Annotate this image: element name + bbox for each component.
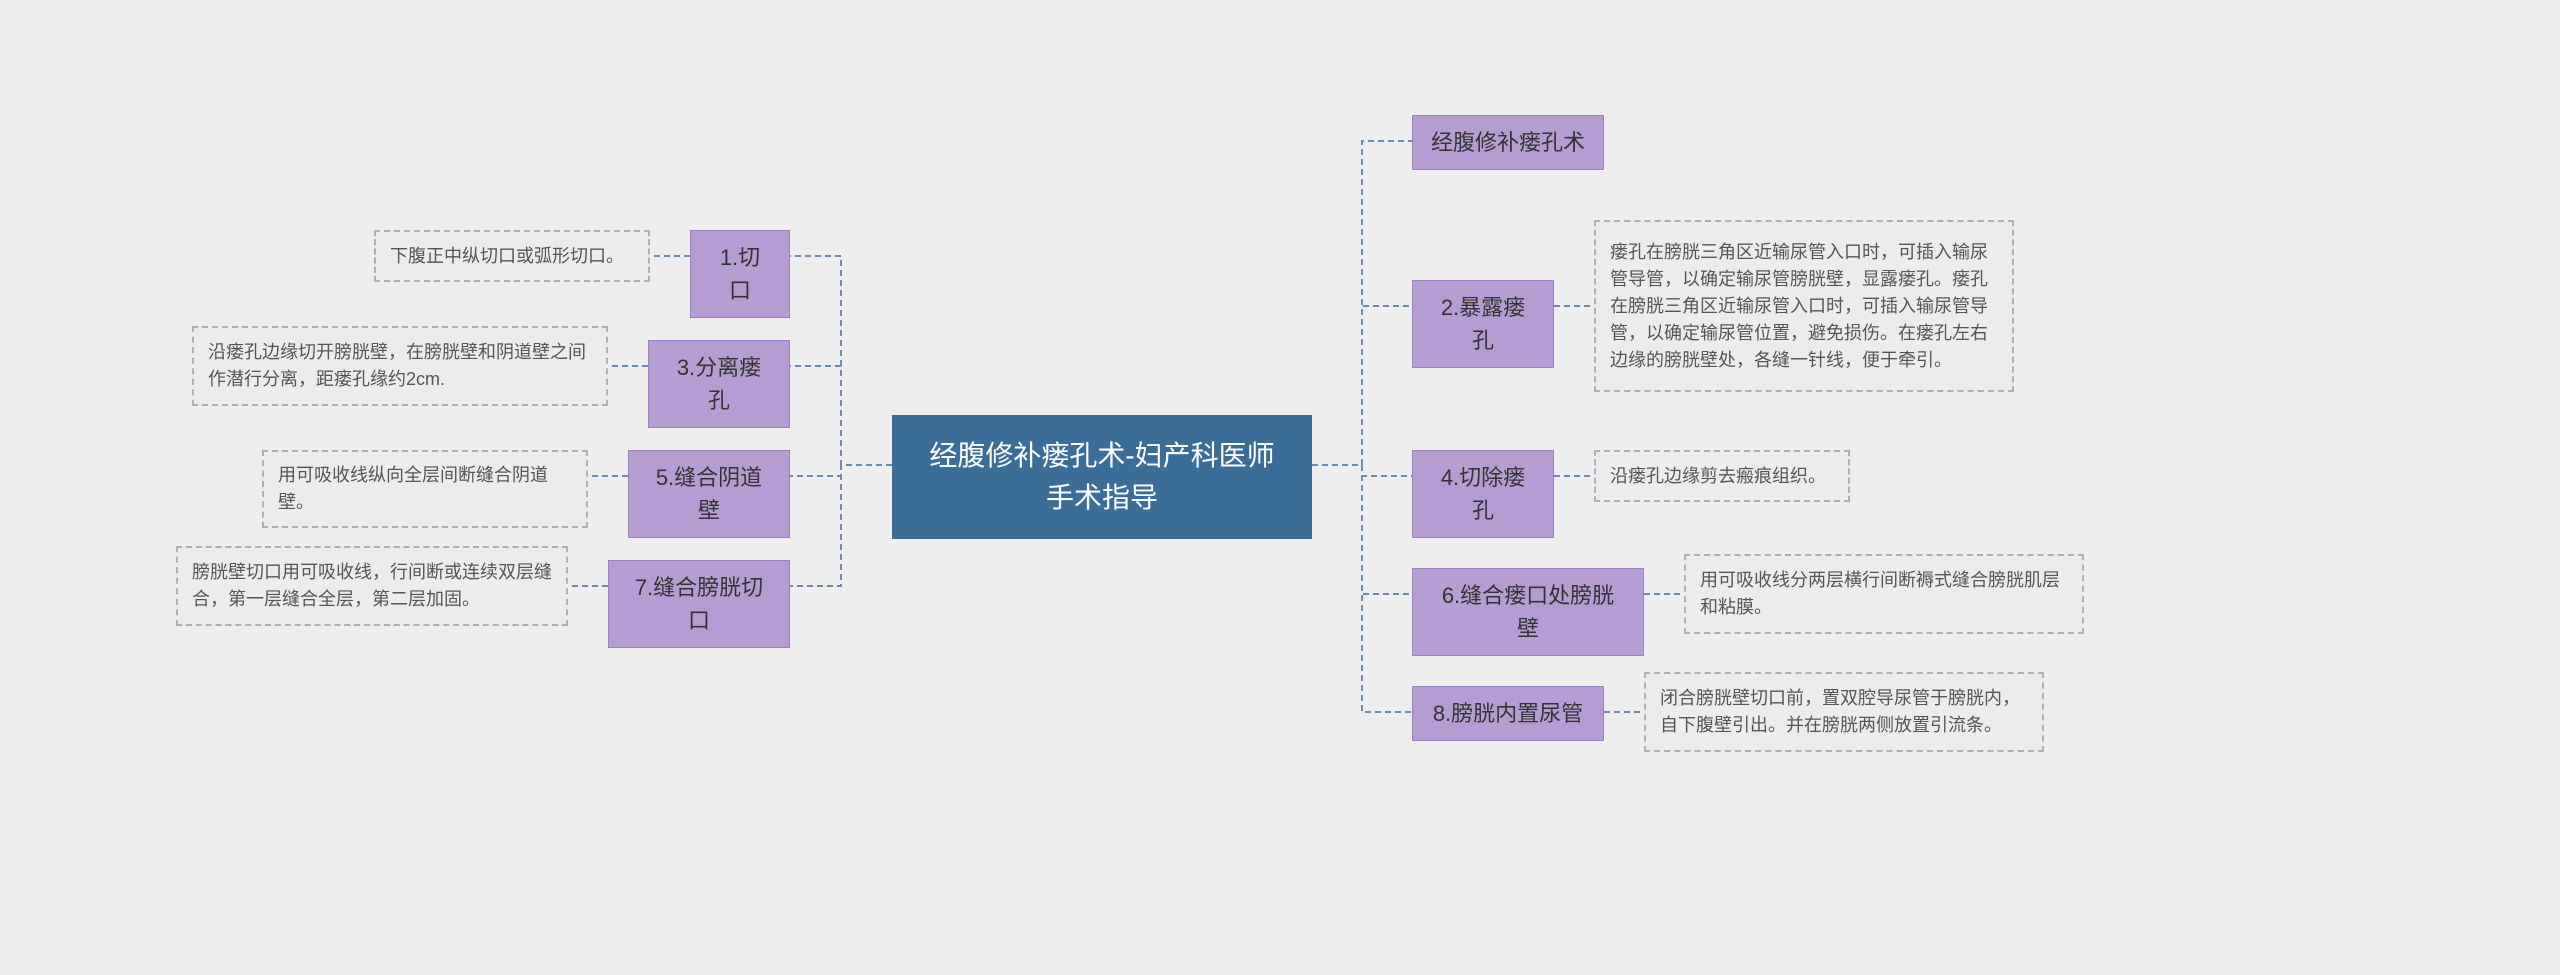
root-node-label: 经腹修补瘘孔术-妇产科医师手术指导 (922, 435, 1282, 519)
branch-b0: 经腹修补瘘孔术 (1412, 115, 1604, 170)
leaf-l1-label: 下腹正中纵切口或弧形切口。 (390, 243, 624, 270)
branch-b3-label: 3.分离瘘孔 (667, 351, 771, 417)
leaf-l2-label: 瘘孔在膀胱三角区近输尿管入口时，可插入输尿管导管，以确定输尿管膀胱壁，显露瘘孔。… (1610, 239, 1998, 374)
branch-b0-label: 经腹修补瘘孔术 (1431, 126, 1585, 159)
leaf-l5: 用可吸收线纵向全层间断缝合阴道壁。 (262, 450, 588, 528)
branch-b6-label: 6.缝合瘘口处膀胱壁 (1431, 579, 1625, 645)
branch-b5-label: 5.缝合阴道壁 (647, 461, 771, 527)
branch-b1-label: 1.切口 (709, 241, 771, 307)
branch-b7-label: 7.缝合膀胱切口 (627, 571, 771, 637)
branch-b3: 3.分离瘘孔 (648, 340, 790, 428)
leaf-l8-label: 闭合膀胱壁切口前，置双腔导尿管于膀胱内，自下腹壁引出。并在膀胱两侧放置引流条。 (1660, 685, 2028, 739)
leaf-l6: 用可吸收线分两层横行间断褥式缝合膀胱肌层和粘膜。 (1684, 554, 2084, 634)
leaf-l7-label: 膀胱壁切口用可吸收线，行间断或连续双层缝合，第一层缝合全层，第二层加固。 (192, 559, 552, 613)
leaf-l4: 沿瘘孔边缘剪去瘢痕组织。 (1594, 450, 1850, 502)
leaf-l3-label: 沿瘘孔边缘切开膀胱壁，在膀胱壁和阴道壁之间作潜行分离，距瘘孔缘约2cm. (208, 339, 592, 393)
leaf-l4-label: 沿瘘孔边缘剪去瘢痕组织。 (1610, 463, 1826, 490)
leaf-l8: 闭合膀胱壁切口前，置双腔导尿管于膀胱内，自下腹壁引出。并在膀胱两侧放置引流条。 (1644, 672, 2044, 752)
leaf-l6-label: 用可吸收线分两层横行间断褥式缝合膀胱肌层和粘膜。 (1700, 567, 2068, 621)
branch-b1: 1.切口 (690, 230, 790, 318)
branch-b5: 5.缝合阴道壁 (628, 450, 790, 538)
root-node: 经腹修补瘘孔术-妇产科医师手术指导 (892, 415, 1312, 539)
branch-b7: 7.缝合膀胱切口 (608, 560, 790, 648)
branch-b8: 8.膀胱内置尿管 (1412, 686, 1604, 741)
branch-b6: 6.缝合瘘口处膀胱壁 (1412, 568, 1644, 656)
leaf-l3: 沿瘘孔边缘切开膀胱壁，在膀胱壁和阴道壁之间作潜行分离，距瘘孔缘约2cm. (192, 326, 608, 406)
leaf-l5-label: 用可吸收线纵向全层间断缝合阴道壁。 (278, 462, 572, 516)
leaf-l7: 膀胱壁切口用可吸收线，行间断或连续双层缝合，第一层缝合全层，第二层加固。 (176, 546, 568, 626)
branch-b8-label: 8.膀胱内置尿管 (1433, 697, 1583, 730)
leaf-l1: 下腹正中纵切口或弧形切口。 (374, 230, 650, 282)
branch-b4: 4.切除瘘孔 (1412, 450, 1554, 538)
leaf-l2: 瘘孔在膀胱三角区近输尿管入口时，可插入输尿管导管，以确定输尿管膀胱壁，显露瘘孔。… (1594, 220, 2014, 392)
branch-b4-label: 4.切除瘘孔 (1431, 461, 1535, 527)
branch-b2: 2.暴露瘘孔 (1412, 280, 1554, 368)
branch-b2-label: 2.暴露瘘孔 (1431, 291, 1535, 357)
